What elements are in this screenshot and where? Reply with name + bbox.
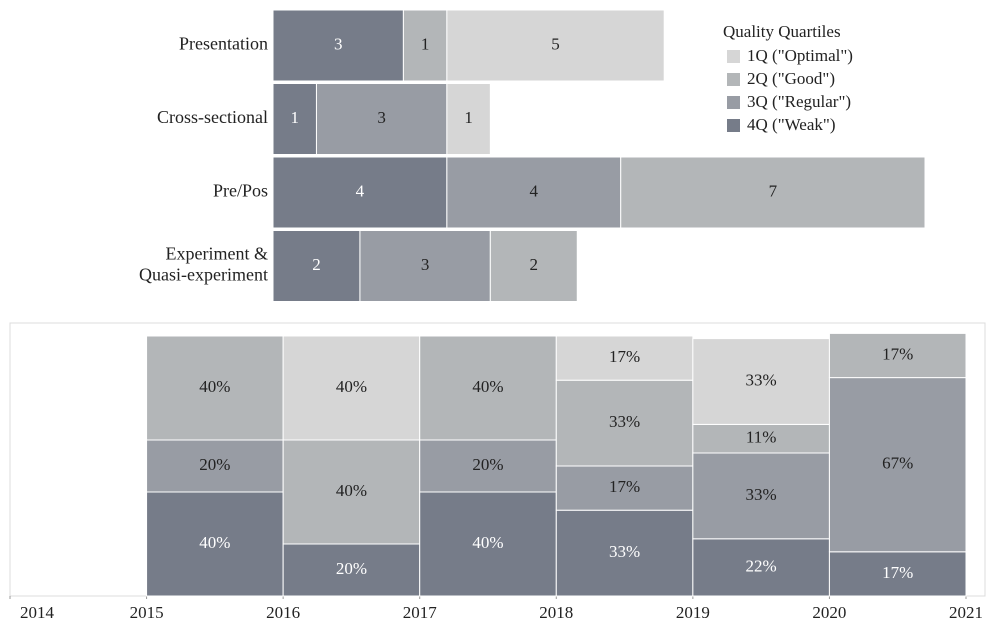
legend-swatch [727, 96, 740, 109]
value-label: 20% [336, 559, 367, 578]
value-label: 40% [336, 377, 367, 396]
value-label: 22% [746, 556, 777, 575]
value-label: 4 [356, 181, 365, 200]
value-label: 40% [472, 533, 503, 552]
bar-segment [359, 230, 491, 302]
bar-segment [272, 230, 361, 302]
bar-segment [446, 9, 665, 82]
legend-label: 4Q ("Weak") [747, 115, 836, 134]
legend-label: 1Q ("Optimal") [747, 46, 853, 65]
bar-segment [402, 9, 448, 82]
category-label: Cross-sectional [157, 107, 268, 127]
value-label: 3 [334, 34, 343, 53]
value-label: 1 [290, 108, 299, 127]
bar-segment [692, 538, 830, 597]
x-tick-label: 2015 [130, 603, 164, 622]
bar-segment [692, 338, 830, 425]
x-tick-label: 2021 [949, 603, 983, 622]
bar-segment [828, 377, 967, 553]
bar-segment [555, 509, 694, 597]
category-label: Experiment & Quasi-experiment [139, 244, 268, 285]
bar-segment [146, 439, 284, 493]
value-label: 7 [769, 181, 778, 200]
bar-segment [555, 379, 694, 467]
value-label: 17% [882, 344, 913, 363]
bar-segment [315, 83, 448, 155]
bar-segment [446, 83, 491, 155]
value-label: 33% [746, 370, 777, 389]
value-label: 17% [609, 347, 640, 366]
legend-title: Quality Quartiles [723, 22, 841, 41]
value-label: 17% [882, 563, 913, 582]
value-label: 20% [472, 455, 503, 474]
bar-segment [282, 439, 421, 545]
legend-swatch [727, 50, 740, 63]
value-label: 33% [609, 542, 640, 561]
bar-segment [146, 491, 284, 597]
value-label: 67% [882, 454, 913, 473]
legend-swatch [727, 73, 740, 86]
bar-segment [828, 551, 967, 597]
value-label: 17% [609, 477, 640, 496]
legend-label: 3Q ("Regular") [747, 92, 851, 111]
x-tick-label: 2017 [403, 603, 438, 622]
value-label: 40% [199, 533, 230, 552]
bar-segment [282, 543, 421, 597]
value-label: 11% [746, 428, 777, 447]
value-label: 1 [421, 34, 430, 53]
bar-segment [555, 335, 694, 381]
bar-segment [419, 439, 557, 493]
bar-segment [282, 335, 421, 441]
value-label: 40% [472, 377, 503, 396]
bar-segment [446, 156, 622, 229]
bar-segment [489, 230, 578, 302]
x-tick-label: 2019 [676, 603, 710, 622]
bar-segment [146, 335, 284, 441]
bar-segment [620, 156, 926, 229]
value-label: 2 [312, 255, 321, 274]
bar-segment [419, 491, 557, 597]
bar-segment [272, 9, 404, 82]
value-label: 4 [530, 181, 539, 200]
bar-segment [692, 452, 830, 540]
value-label: 40% [336, 481, 367, 500]
category-label: Presentation [179, 34, 268, 54]
value-label: 3 [421, 255, 430, 274]
bar-segment [272, 83, 317, 155]
x-tick-label: 2014 [20, 603, 55, 622]
value-label: 40% [199, 377, 230, 396]
x-tick-label: 2016 [266, 603, 300, 622]
legend-swatch [727, 119, 740, 132]
x-tick-label: 2018 [539, 603, 573, 622]
x-tick-label: 2020 [812, 603, 846, 622]
value-label: 20% [199, 455, 230, 474]
bar-segment [692, 423, 830, 454]
value-label: 5 [551, 34, 560, 53]
category-label: Pre/Pos [213, 181, 268, 201]
value-label: 2 [530, 255, 539, 274]
bar-segment [272, 156, 448, 229]
value-label: 33% [609, 412, 640, 431]
legend-label: 2Q ("Good") [747, 69, 835, 88]
value-label: 1 [464, 108, 473, 127]
bar-segment [555, 465, 694, 511]
value-label: 33% [746, 485, 777, 504]
bar-segment [828, 332, 967, 379]
bar-segment [419, 335, 557, 441]
value-label: 3 [377, 108, 386, 127]
